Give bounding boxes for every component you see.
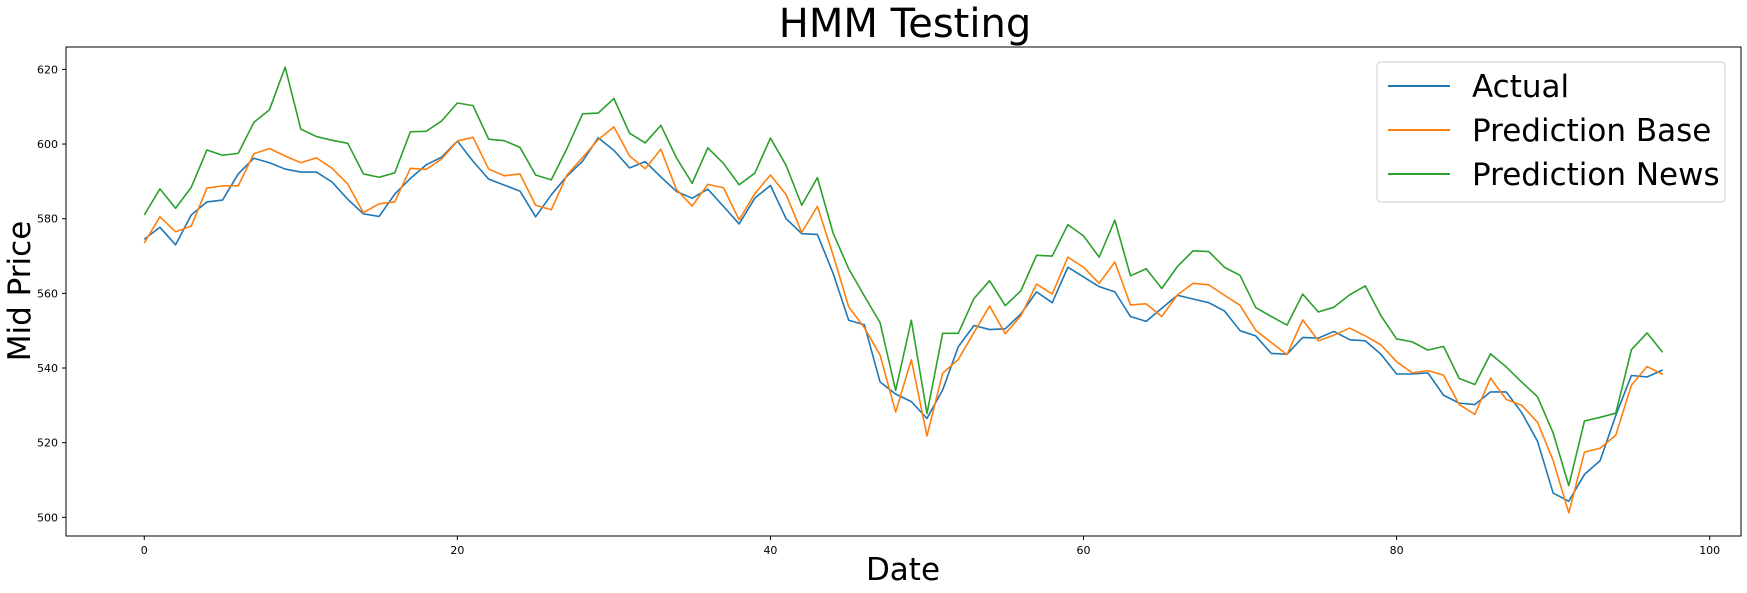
y-axis: 500 520 540 560 580 600 620 — [37, 63, 66, 524]
series-line-prediction-news — [143, 66, 1664, 487]
y-axis-label: Mid Price — [2, 221, 38, 362]
legend-label-prediction-news: Prediction News — [1472, 157, 1720, 193]
x-tick-label: 20 — [450, 544, 464, 557]
x-tick-label: 100 — [1699, 544, 1720, 557]
legend: Actual Prediction Base Prediction News — [1376, 61, 1726, 203]
x-tick-label: 40 — [763, 544, 777, 557]
series-line-prediction-base — [143, 126, 1664, 514]
x-tick-label: 0 — [141, 544, 148, 557]
x-axis: 0 20 40 60 80 100 — [141, 536, 1720, 557]
chart-title: HMM Testing — [779, 1, 1031, 47]
y-tick-label: 500 — [37, 511, 58, 524]
y-tick-label: 600 — [37, 138, 58, 151]
legend-box — [1376, 61, 1726, 203]
y-tick-label: 540 — [37, 362, 58, 375]
plot-area — [143, 66, 1664, 514]
x-tick-label: 60 — [1077, 544, 1091, 557]
y-tick-label: 620 — [37, 63, 58, 76]
y-tick-label: 560 — [37, 287, 58, 300]
x-axis-label: Date — [866, 552, 940, 588]
y-tick-label: 580 — [37, 213, 58, 226]
x-tick-label: 80 — [1390, 544, 1404, 557]
y-tick-label: 520 — [37, 437, 58, 450]
series-line-actual — [143, 136, 1664, 503]
legend-label-actual: Actual — [1472, 69, 1569, 105]
plot-frame — [65, 46, 1742, 537]
legend-label-prediction-base: Prediction Base — [1472, 113, 1711, 149]
